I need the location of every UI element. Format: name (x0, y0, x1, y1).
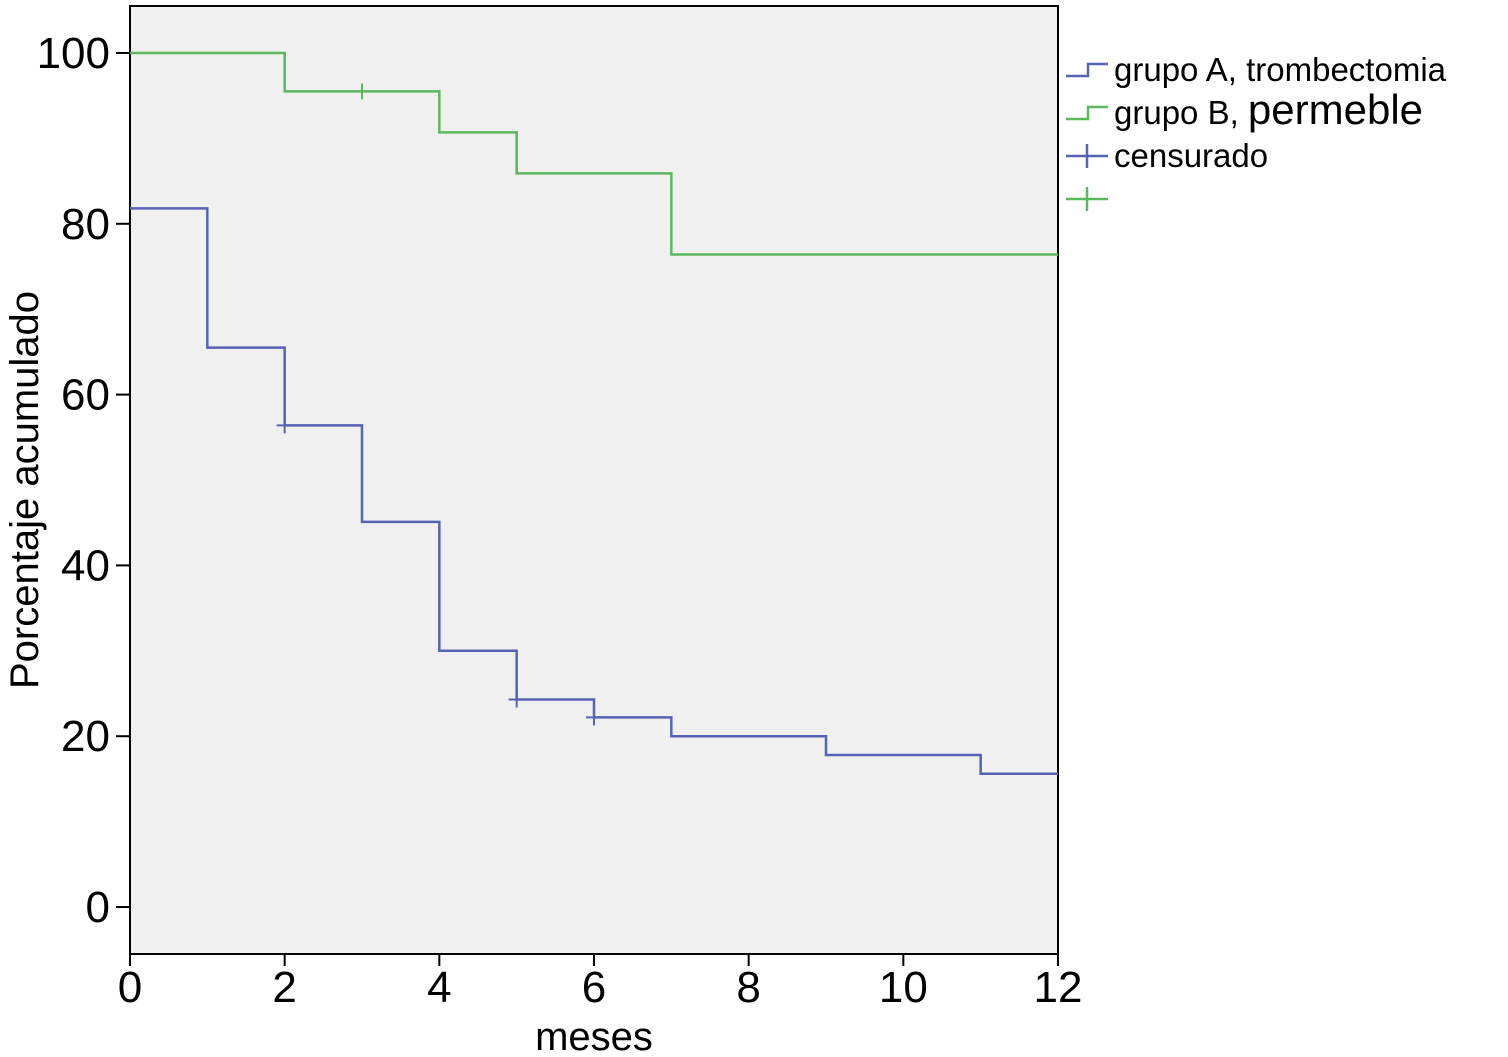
legend-label: grupo B, permeble (1114, 86, 1423, 133)
x-tick-label: 6 (582, 963, 606, 1012)
x-tick-label: 8 (736, 963, 760, 1012)
legend-label-part: grupo A, trombectomia (1114, 51, 1447, 88)
y-tick-label: 80 (61, 200, 110, 249)
legend-swatch-censor (1066, 144, 1108, 168)
x-tick-label: 0 (118, 963, 142, 1012)
series-line-1 (130, 207, 1058, 776)
y-tick-label: 100 (37, 29, 110, 78)
y-tick-label: 0 (86, 883, 110, 932)
y-tick-label: 20 (61, 712, 110, 761)
x-axis-title: meses (535, 1015, 653, 1057)
y-tick-label: 40 (61, 541, 110, 590)
x-tick-label: 2 (272, 963, 296, 1012)
series-line-2 (130, 51, 1058, 256)
x-tick-label: 4 (427, 963, 451, 1012)
legend-swatch-step (1066, 62, 1108, 78)
legend-swatch-step (1066, 105, 1108, 121)
axes-layer: 0 2 4 6 8 10 12 0 20 40 60 80 100 (37, 29, 1083, 1012)
censor-mark (276, 417, 293, 434)
legend-label: grupo A, trombectomia (1114, 51, 1447, 88)
series-layer (130, 51, 1058, 776)
legend-label-part: grupo B, (1114, 94, 1248, 131)
legend-label: censurado (1114, 137, 1268, 174)
x-tick-label: 12 (1034, 963, 1083, 1012)
legend-swatch-censor (1066, 187, 1108, 211)
censor-mark (586, 709, 602, 726)
legend-label-part: censurado (1114, 137, 1268, 174)
y-axis-title: Porcentaje acumulado (3, 291, 47, 689)
plot-area (129, 5, 1059, 955)
x-tick-label: 10 (879, 963, 928, 1012)
censor-mark (508, 691, 525, 708)
legend-label-part: permeble (1248, 86, 1423, 133)
censor-mark (354, 83, 370, 100)
y-tick-label: 60 (61, 371, 110, 420)
